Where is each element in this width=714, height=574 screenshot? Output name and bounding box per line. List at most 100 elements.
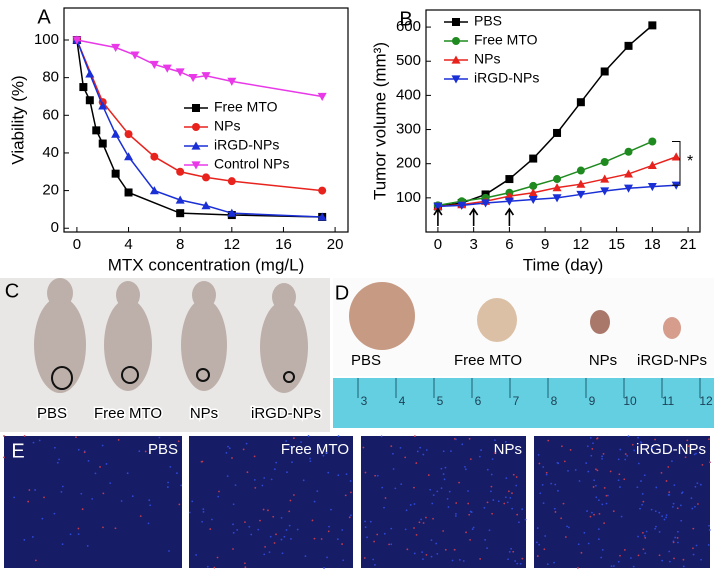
data-point	[553, 128, 562, 137]
texture-dot	[490, 485, 493, 488]
data-point	[647, 182, 657, 192]
texture-dot	[469, 510, 472, 513]
texture-dot	[640, 480, 642, 482]
texture-dot	[406, 548, 409, 551]
texture-dot	[468, 437, 471, 440]
texture-dot	[399, 447, 402, 449]
texture-dot	[700, 558, 702, 561]
texture-dot	[665, 516, 668, 519]
texture-dot	[512, 473, 515, 476]
texture-dot	[176, 472, 178, 475]
texture-dot	[244, 566, 247, 568]
texture-dot	[601, 457, 603, 460]
texture-dot	[350, 514, 352, 517]
texture-dot	[374, 563, 376, 566]
texture-dot	[259, 519, 261, 522]
texture-dot	[13, 496, 16, 499]
texture-dot	[120, 500, 123, 502]
texture-dot	[490, 473, 493, 476]
texture-dot	[554, 483, 557, 486]
data-point	[202, 173, 210, 182]
panel-label: B	[399, 8, 412, 30]
data-point	[124, 188, 133, 197]
texture-dot	[455, 512, 457, 515]
texture-dot	[392, 452, 394, 455]
texture-dot	[471, 528, 474, 531]
data-point	[149, 60, 159, 69]
texture-dot	[381, 486, 384, 489]
texture-dot	[285, 440, 288, 442]
texture-dot	[300, 441, 302, 443]
texture-dot	[569, 449, 572, 451]
texture-dot	[105, 463, 108, 465]
data-point	[576, 190, 586, 199]
texture-dot	[696, 482, 699, 484]
photo-label: PBS	[351, 352, 381, 369]
texture-dot	[364, 526, 367, 529]
texture-dot	[451, 559, 454, 562]
texture-dot	[225, 451, 228, 454]
photo-label: iRGD-NPs	[636, 441, 706, 458]
texture-dot	[323, 566, 325, 569]
texture-dot	[469, 538, 471, 541]
series-line	[437, 24, 653, 208]
texture-dot	[623, 549, 626, 551]
texture-dot	[336, 538, 339, 541]
data-point	[188, 74, 198, 83]
texture-dot	[201, 460, 204, 463]
ruler	[333, 378, 714, 428]
texture-dot	[514, 560, 517, 562]
texture-dot	[467, 502, 470, 505]
texture-dot	[81, 508, 84, 511]
ruler-label: 5	[437, 394, 444, 408]
texture-dot	[27, 500, 30, 503]
panel-label: A	[37, 6, 51, 28]
texture-dot	[610, 565, 613, 568]
data-point	[92, 126, 101, 135]
texture-dot	[376, 533, 379, 536]
texture-dot	[415, 462, 418, 464]
texture-dot	[668, 493, 671, 496]
texture-dot	[464, 465, 466, 468]
texture-dot	[600, 556, 603, 559]
texture-dot	[248, 525, 251, 528]
texture-dot	[641, 493, 644, 495]
texture-dot	[462, 560, 465, 562]
texture-dot	[566, 525, 568, 528]
texture-dot	[443, 478, 446, 481]
texture-dot	[671, 460, 673, 463]
texture-dot	[316, 490, 319, 493]
texture-dot	[400, 483, 403, 486]
texture-dot	[690, 497, 693, 500]
texture-dot	[86, 545, 89, 547]
texture-dot	[686, 439, 689, 442]
texture-dot	[413, 435, 416, 438]
texture-dot	[419, 446, 422, 449]
series-line	[437, 140, 653, 207]
texture-dot	[510, 547, 513, 550]
texture-dot	[536, 541, 538, 544]
texture-dot	[337, 474, 340, 477]
texture-dot	[56, 461, 59, 464]
data-point	[600, 157, 609, 166]
texture-dot	[618, 473, 621, 476]
texture-dot	[692, 553, 695, 556]
legend-label: Free MTO	[214, 99, 278, 115]
data-point	[176, 209, 185, 218]
texture-dot	[577, 566, 579, 569]
texture-dot	[254, 486, 257, 489]
texture-dot	[619, 448, 622, 451]
texture-dot	[180, 484, 183, 487]
texture-dot	[43, 496, 45, 499]
x-tick-label: 18	[644, 236, 661, 253]
texture-dot	[595, 496, 598, 499]
data-point	[529, 181, 538, 190]
texture-dot	[383, 506, 385, 509]
texture-dot	[405, 509, 408, 512]
texture-dot	[624, 458, 627, 461]
texture-dot	[486, 468, 489, 471]
texture-dot	[707, 544, 710, 546]
texture-dot	[444, 466, 447, 469]
texture-dot	[677, 541, 679, 544]
texture-dot	[309, 460, 312, 463]
